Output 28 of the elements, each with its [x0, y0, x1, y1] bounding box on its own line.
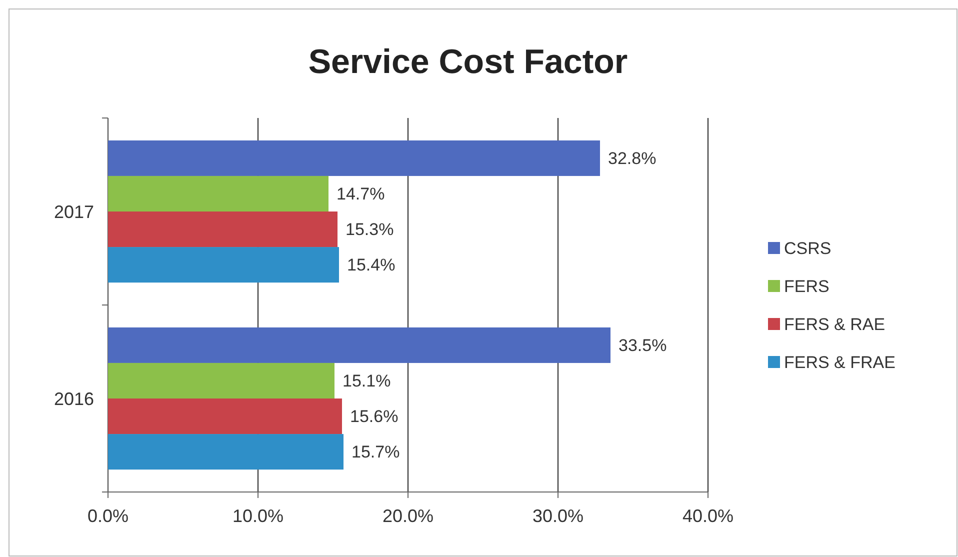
x-tick-label: 40.0% — [682, 506, 734, 526]
bar — [108, 362, 334, 398]
bar — [108, 327, 610, 363]
data-label: 33.5% — [618, 336, 667, 356]
bar — [108, 176, 328, 212]
x-tick-label: 0.0% — [87, 506, 129, 526]
data-label: 15.3% — [346, 220, 394, 240]
legend-label: FERS — [784, 276, 830, 296]
data-label: 32.8% — [608, 149, 656, 168]
legend-label: FERS & RAE — [784, 314, 886, 334]
data-label: 15.7% — [352, 442, 400, 462]
x-tick-label: 10.0% — [232, 506, 284, 526]
x-tick-label: 20.0% — [382, 506, 434, 526]
chart-title: Service Cost Factor — [308, 43, 628, 81]
legend-label: FERS & FRAE — [784, 352, 896, 372]
x-tick-label: 30.0% — [532, 506, 584, 526]
bar — [108, 140, 600, 176]
data-label: 15.1% — [342, 372, 391, 391]
legend-label: CSRS — [784, 238, 832, 258]
bar — [108, 212, 338, 248]
data-label: 15.4% — [347, 256, 396, 275]
y-tick-label: 2016 — [54, 388, 94, 409]
y-tick-label: 2017 — [54, 202, 94, 222]
data-label: 14.7% — [336, 184, 385, 204]
bar — [108, 434, 344, 470]
bar — [108, 247, 339, 283]
data-label: 15.6% — [350, 407, 398, 426]
bar — [108, 398, 342, 434]
